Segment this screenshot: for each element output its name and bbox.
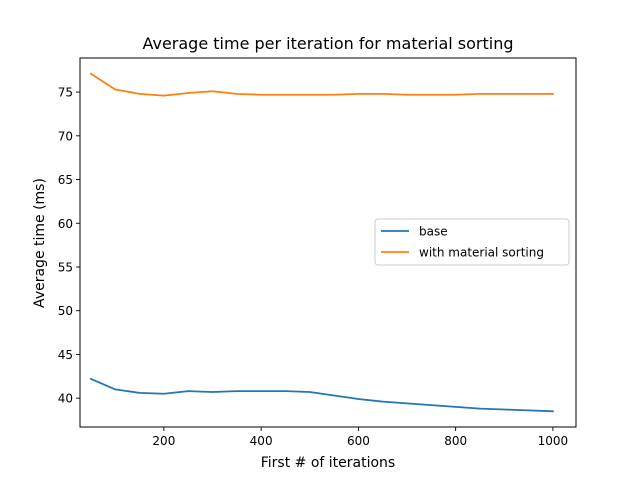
y-tick-label: 45 — [58, 348, 73, 362]
legend-label-with-material-sorting: with material sorting — [419, 246, 544, 260]
x-tick-label: 600 — [347, 434, 370, 448]
plot-frame — [79, 57, 577, 428]
y-axis-label: Average time (ms) — [32, 178, 48, 308]
series-layer — [89, 72, 554, 413]
x-tick-label: 1000 — [538, 434, 569, 448]
legend: base with material sorting — [374, 218, 570, 266]
series-line-base — [89, 377, 554, 413]
x-tick-label: 800 — [444, 434, 467, 448]
x-axis-label: First # of iterations — [261, 455, 395, 471]
y-tick-label: 60 — [58, 217, 73, 231]
y-tick-label: 75 — [58, 86, 73, 100]
x-tick-label: 400 — [250, 434, 273, 448]
legend-box — [374, 218, 570, 266]
chart-title: Average time per iteration for material … — [142, 34, 513, 53]
series-line-with-material-sorting — [89, 72, 554, 97]
y-tick-label: 65 — [58, 173, 73, 187]
y-tick-label: 40 — [58, 392, 73, 406]
y-tick-label: 55 — [58, 260, 73, 274]
x-tick-label: 200 — [152, 434, 175, 448]
x-axis-ticks: 200 400 600 800 1000 — [152, 427, 568, 448]
y-tick-label: 50 — [58, 304, 73, 318]
y-axis-ticks: 40 45 50 55 60 65 70 75 — [58, 86, 80, 406]
plot-area — [79, 57, 577, 428]
y-tick-label: 70 — [58, 129, 73, 143]
legend-label-base: base — [419, 225, 448, 239]
